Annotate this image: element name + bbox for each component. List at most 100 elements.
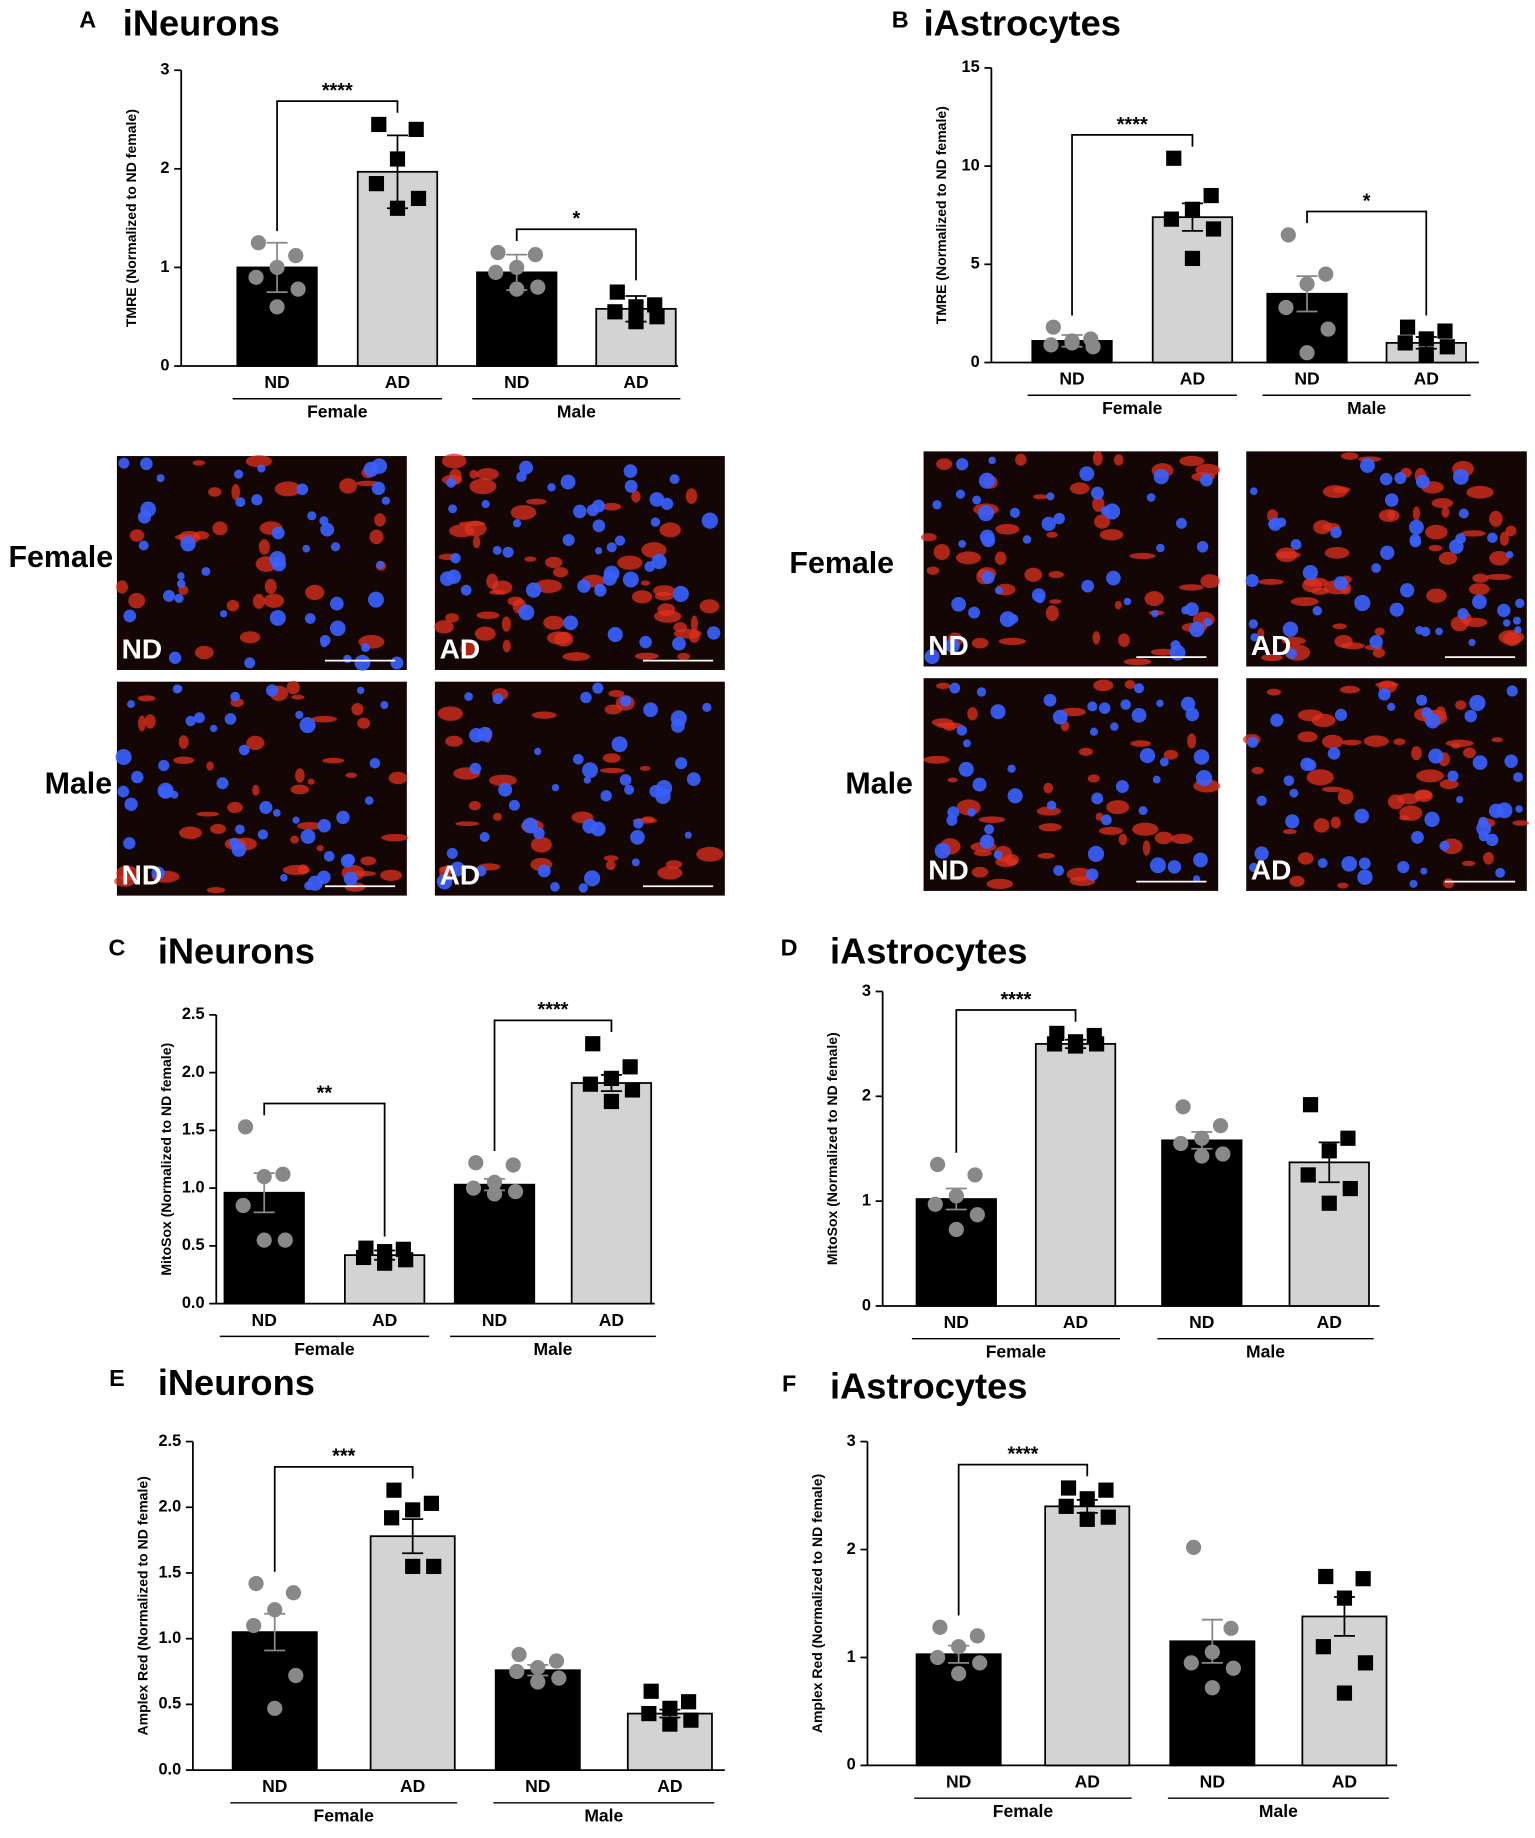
panel-title: iNeurons — [158, 1362, 315, 1403]
nucleus — [1156, 543, 1165, 553]
x-tick-label: AD — [400, 1776, 425, 1796]
nucleus — [235, 497, 246, 508]
data-point — [548, 1653, 565, 1669]
nucleus — [534, 747, 542, 756]
group-label: Female — [294, 1339, 355, 1359]
nucleus — [1193, 749, 1210, 765]
significance-bracket — [955, 1009, 1077, 1153]
nucleus — [1380, 472, 1393, 486]
mito-stain — [305, 584, 325, 601]
nucleus — [951, 596, 966, 612]
mito-stain — [129, 529, 145, 542]
mito-stain — [995, 857, 1018, 868]
nucleus — [1389, 602, 1404, 617]
data-point — [1205, 221, 1222, 237]
nucleus — [367, 591, 384, 608]
micrograph: AD — [434, 681, 725, 896]
data-point — [290, 281, 306, 297]
mito-stain — [998, 637, 1026, 645]
mito-stain — [1393, 738, 1406, 746]
mito-stain — [608, 689, 625, 698]
mito-stain — [1118, 833, 1128, 846]
nucleus — [340, 854, 355, 868]
mito-stain — [955, 551, 982, 565]
data-point — [1186, 1539, 1202, 1555]
nucleus — [475, 865, 487, 877]
bar — [453, 1183, 536, 1305]
data-point — [930, 1156, 946, 1173]
nucleus — [299, 717, 316, 734]
nucleus — [1100, 506, 1111, 516]
image-label: AD — [1251, 855, 1292, 886]
mito-stain — [599, 767, 625, 774]
data-point — [355, 1249, 372, 1266]
bar — [369, 1535, 456, 1771]
y-tick-label: 10 — [961, 156, 979, 174]
mito-stain — [1468, 583, 1490, 596]
data-point — [389, 200, 406, 216]
data-point — [386, 1482, 402, 1498]
mito-stain — [617, 555, 643, 570]
nucleus — [1312, 605, 1323, 616]
nucleus — [177, 572, 185, 580]
panel-title: iNeurons — [158, 931, 315, 972]
mito-stain — [545, 556, 563, 569]
mito-stain — [137, 695, 156, 702]
y-tick-label: 2 — [160, 159, 169, 177]
mito-stain — [1150, 648, 1176, 656]
nucleus — [292, 816, 300, 824]
nucleus — [639, 635, 652, 649]
nucleus — [317, 819, 331, 833]
mito-stain — [602, 753, 621, 763]
mito-stain — [642, 816, 655, 822]
data-point — [1300, 1167, 1316, 1183]
nucleus — [1464, 709, 1477, 723]
data-point — [927, 1196, 943, 1212]
x-tick-label: AD — [1414, 369, 1439, 389]
nucleus — [1249, 487, 1258, 496]
mito-stain — [1341, 452, 1359, 460]
micrograph-bg — [1246, 678, 1527, 891]
mito-stain — [933, 543, 951, 560]
nucleus — [1487, 532, 1498, 544]
mito-stain — [1129, 552, 1156, 560]
nucleus — [611, 736, 628, 753]
nucleus — [655, 788, 671, 804]
mito-stain — [227, 801, 243, 814]
nucleus — [343, 654, 352, 664]
significance-label: ** — [317, 1082, 333, 1104]
nucleus — [446, 477, 457, 488]
group-label: Male — [1246, 1341, 1285, 1361]
mito-stain — [1374, 627, 1385, 636]
nucleus — [224, 713, 237, 725]
mito-stain — [1049, 599, 1062, 604]
mito-stain — [1069, 482, 1090, 495]
data-point — [948, 1221, 964, 1238]
x-tick-label: AD — [599, 1310, 624, 1330]
data-point — [246, 1617, 262, 1634]
nucleus — [257, 829, 269, 840]
y-tick-label: 1 — [862, 1191, 871, 1209]
data-point — [1175, 1099, 1191, 1115]
nucleus — [595, 547, 603, 555]
data-point — [1215, 1146, 1231, 1162]
nucleus — [1415, 474, 1430, 489]
nucleus — [650, 517, 661, 527]
data-point — [248, 1575, 264, 1592]
data-point — [1204, 1680, 1220, 1696]
mito-stain — [194, 645, 214, 660]
nucleus — [643, 702, 658, 718]
nucleus — [304, 613, 316, 624]
data-point — [969, 1628, 985, 1644]
data-point — [628, 314, 644, 330]
mito-stain — [460, 641, 478, 656]
data-point — [248, 269, 264, 285]
nucleus — [972, 777, 987, 792]
data-point — [237, 1119, 254, 1135]
data-point — [509, 1663, 525, 1680]
nucleus — [229, 837, 240, 849]
data-point — [948, 1188, 964, 1204]
nucleus — [1085, 868, 1099, 881]
mito-stain — [1289, 875, 1305, 887]
mito-stain — [1266, 688, 1282, 696]
